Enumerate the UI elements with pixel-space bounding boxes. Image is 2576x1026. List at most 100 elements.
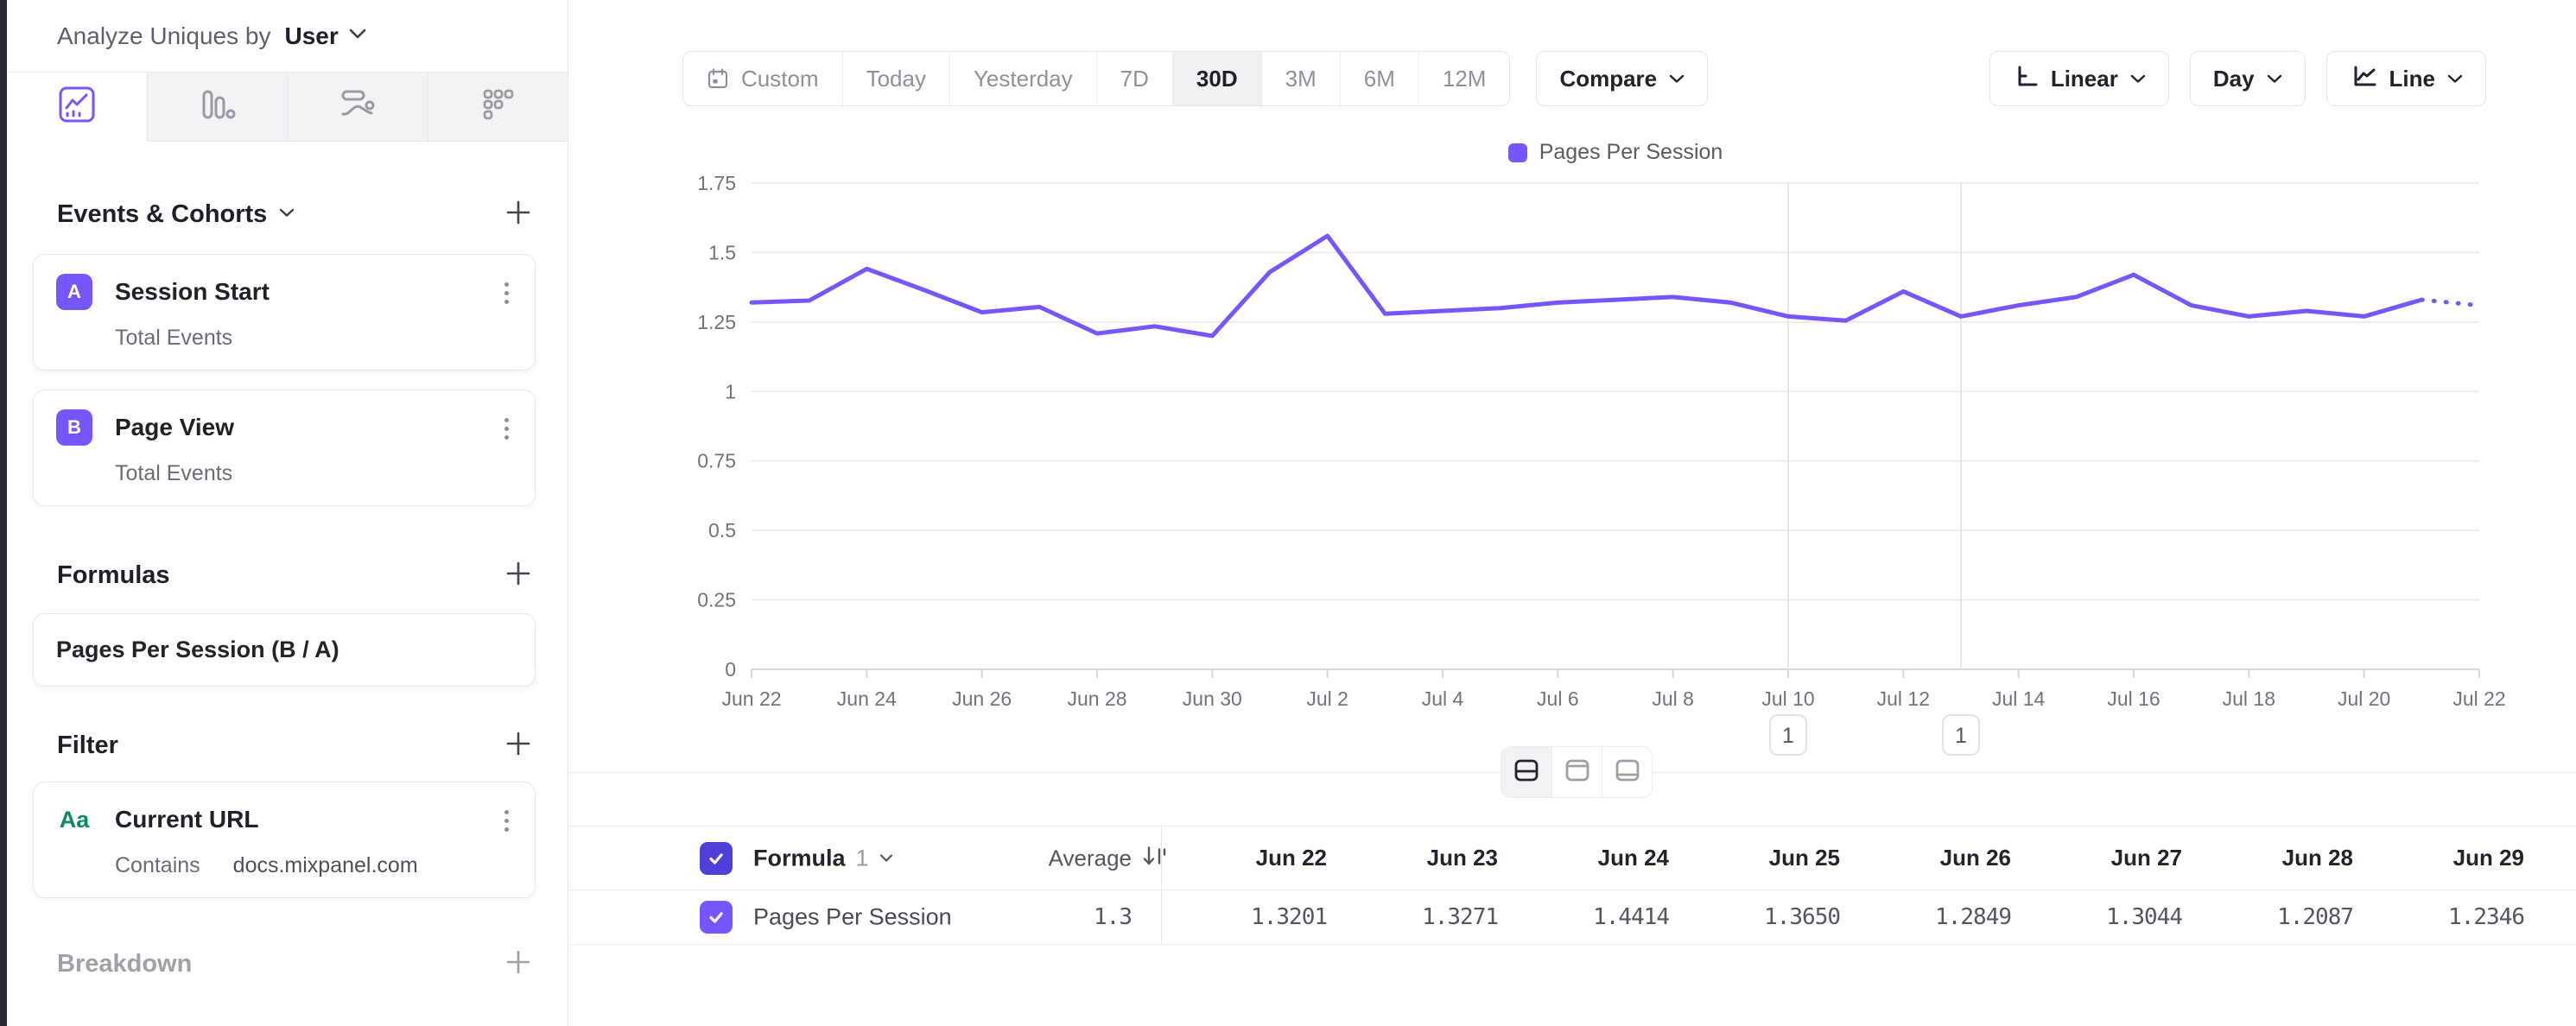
table-cell-value: 1.4414: [1593, 904, 1670, 930]
range-3m[interactable]: 3M: [1260, 52, 1340, 105]
y-axis-tick-label: 0.25: [697, 589, 736, 611]
y-axis-tick-label: 0.75: [697, 450, 736, 472]
report-main: Custom Today Yesterday 7D 30D 3M 6M 12M Compare…: [568, 0, 2576, 1026]
formulas-section-title: Formulas: [57, 560, 170, 589]
table-only-toggle[interactable]: [1602, 747, 1652, 797]
select-all-checkbox[interactable]: [700, 841, 733, 875]
annotation-badge[interactable]: [1769, 714, 1807, 756]
formula-name[interactable]: Pages Per Session (B / A): [56, 636, 339, 662]
range-12m[interactable]: 12M: [1418, 52, 1510, 105]
tab-funnels[interactable]: [147, 73, 288, 142]
add-event-button[interactable]: [505, 200, 531, 230]
checkbox-check-icon: [709, 912, 723, 923]
x-axis-tick-label: Jul 2: [1306, 687, 1348, 710]
chart-type-label: Line: [2389, 65, 2435, 92]
table-only-icon: [1614, 757, 1641, 788]
row-label[interactable]: Pages Per Session: [753, 903, 952, 930]
table-cell-value: 1.2087: [2277, 904, 2354, 930]
filter-operator[interactable]: Contains: [115, 853, 200, 877]
analyze-header: Analyze Uniques by User: [7, 0, 568, 73]
x-axis-tick-label: Jul 22: [2452, 687, 2505, 710]
annotation-badge[interactable]: [1942, 714, 1980, 756]
table-cell-value: 1.3201: [1251, 904, 1328, 930]
y-axis-tick-label: 0: [725, 658, 736, 681]
range-30d[interactable]: 30D: [1171, 52, 1261, 105]
group-column-header[interactable]: Formula 1: [753, 845, 893, 871]
annotation-count: 1: [1955, 724, 1967, 748]
series-swatch: [1507, 142, 1527, 162]
chart-legend[interactable]: Pages Per Session: [752, 140, 2479, 165]
table-column-header: Jun 22: [1255, 845, 1327, 871]
tab-retention[interactable]: [428, 73, 568, 142]
analyze-by-label: Analyze Uniques by: [57, 22, 271, 49]
x-axis-tick-label: Jul 16: [2107, 687, 2160, 710]
add-breakdown-button[interactable]: [505, 949, 531, 979]
x-axis-tick-label: Jul 12: [1877, 687, 1930, 710]
events-section-title[interactable]: Events & Cohorts: [57, 200, 268, 228]
event-title[interactable]: Page View: [115, 414, 235, 440]
range-yesterday[interactable]: Yesterday: [949, 52, 1096, 105]
filter-property[interactable]: Current URL: [115, 806, 259, 833]
line-chart-icon: [2350, 63, 2377, 95]
add-formula-button[interactable]: [505, 560, 531, 591]
formula-card[interactable]: Pages Per Session (B / A): [33, 613, 536, 687]
event-card-b[interactable]: B Page View Total Events: [33, 390, 536, 506]
tab-insights[interactable]: [7, 73, 148, 142]
table-row[interactable]: Pages Per Session 1.3 1.3201 1.3271 1.4414…: [568, 890, 2576, 945]
table-cell-value: 1.3044: [2106, 904, 2183, 930]
kebab-menu-icon[interactable]: [501, 415, 512, 443]
range-7d[interactable]: 7D: [1095, 52, 1172, 105]
line-chart[interactable]: 0 0.25 0.5 0.75 1 1.25 1.5 1.75 Jun 22 Jun 24 Jun …: [568, 164, 2576, 769]
y-axis-tick-label: 1.5: [708, 241, 736, 263]
query-builder-sidebar: Analyze Uniques by User: [7, 0, 568, 1026]
chart-only-toggle[interactable]: [1551, 747, 1602, 797]
formulas-section-header: Formulas: [7, 551, 568, 599]
event-title[interactable]: Session Start: [115, 278, 270, 305]
table-cell-value: 1.3650: [1764, 904, 1841, 930]
analyze-by-value[interactable]: User: [284, 22, 339, 49]
scale-button[interactable]: Linear: [1989, 51, 2169, 106]
filter-card[interactable]: Aa Current URL Contains docs.mixpanel.co…: [33, 782, 536, 898]
range-custom[interactable]: Custom: [683, 52, 842, 105]
sort-icon[interactable]: [1142, 844, 1168, 872]
event-card-a[interactable]: A Session Start Total Events: [33, 254, 536, 370]
add-filter-button[interactable]: [505, 731, 531, 761]
x-axis-tick-label: Jul 14: [1992, 687, 2046, 710]
x-axis-tick-label: Jul 10: [1761, 687, 1814, 710]
tab-flows[interactable]: [288, 73, 428, 142]
annotation-count: 1: [1782, 724, 1794, 748]
kebab-menu-icon[interactable]: [501, 279, 512, 307]
split-view-icon: [1513, 757, 1540, 788]
y-axis-tick-label: 0.5: [708, 519, 736, 542]
chevron-down-icon: [2130, 74, 2146, 83]
retention-grid-icon: [478, 85, 517, 129]
chevron-down-icon: [1669, 74, 1685, 83]
x-axis-tick-label: Jul 4: [1422, 687, 1464, 710]
series-line: [749, 233, 2424, 339]
events-section-header: Events & Cohorts: [7, 190, 568, 238]
event-measure[interactable]: Total Events: [115, 326, 233, 350]
chart-only-icon: [1564, 757, 1591, 788]
average-column-header[interactable]: Average: [1048, 845, 1132, 871]
x-axis-tick-label: Jun 22: [721, 687, 781, 710]
left-nav-rail: [0, 0, 7, 1026]
x-axis-tick-label: Jul 8: [1652, 687, 1694, 710]
row-checkbox[interactable]: [700, 901, 733, 934]
interval-button[interactable]: Day: [2189, 51, 2306, 106]
linear-scale-icon: [2013, 63, 2039, 95]
compare-button[interactable]: Compare: [1536, 51, 1709, 106]
chart-type-button[interactable]: Line: [2325, 51, 2486, 106]
filter-value[interactable]: docs.mixpanel.com: [232, 853, 418, 877]
y-axis-tick-label: 1.25: [697, 311, 736, 333]
event-measure[interactable]: Total Events: [115, 461, 233, 485]
chevron-down-icon: [2447, 74, 2463, 83]
insights-chart-icon: [57, 85, 97, 129]
breakdown-section-title: Breakdown: [57, 949, 193, 978]
range-6m[interactable]: 6M: [1339, 52, 1418, 105]
kebab-menu-icon[interactable]: [501, 807, 512, 835]
table-column-header: Jun 24: [1597, 845, 1669, 871]
table-column-header: Jun 26: [1939, 845, 2011, 871]
range-today[interactable]: Today: [841, 52, 949, 105]
table-cell-value: 1.2346: [2448, 904, 2525, 930]
split-view-toggle[interactable]: [1501, 747, 1551, 797]
